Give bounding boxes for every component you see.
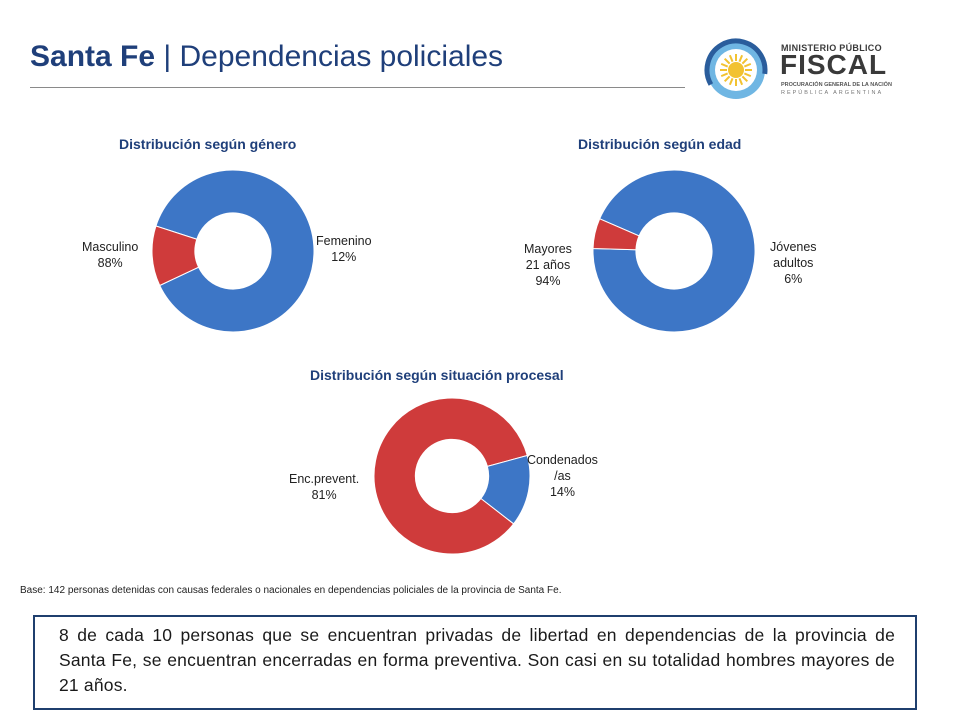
chart-edad [592, 169, 756, 333]
chart-genero-title: Distribución según género [119, 136, 297, 152]
base-note: Base: 142 personas detenidas con causas … [20, 585, 562, 596]
label-enc-prevent-pct: 81% [311, 488, 337, 502]
label-jovenes-pct: 6% [784, 272, 803, 286]
label-enc-prevent: Enc.prevent. 81% [289, 471, 359, 503]
donut-slice-mayores-21-a-os [592, 169, 756, 333]
label-jovenes-line1: Jóvenes [770, 240, 817, 254]
title-divider [30, 87, 685, 88]
label-masculino: Masculino 88% [82, 239, 138, 271]
label-femenino: Femenino 12% [316, 233, 372, 265]
logo-line-4: REPÚBLICA ARGENTINA [781, 90, 884, 96]
label-condenados: Condenados /as 14% [527, 452, 598, 500]
label-mayores-pct: 94% [535, 274, 561, 288]
logo-line-2: FISCAL [780, 49, 888, 80]
label-mayores-line2: 21 años [525, 258, 571, 272]
page-title: Santa Fe | Dependencias policiales [30, 40, 503, 74]
page-title-subject: | Dependencias policiales [155, 40, 504, 73]
label-masculino-name: Masculino [82, 240, 139, 254]
label-condenados-pct: 14% [549, 485, 575, 499]
chart-procesal-title: Distribución según situación procesal [310, 367, 564, 383]
donut-slice-masculino [155, 169, 315, 333]
summary-box: 8 de cada 10 personas que se encuentran … [33, 615, 917, 710]
label-femenino-pct: 12% [331, 250, 357, 264]
label-condenados-line2: /as [554, 469, 571, 483]
logo-line-3: PROCURACIÓN GENERAL DE LA NACIÓN [781, 82, 892, 88]
chart-genero [151, 169, 315, 333]
label-condenados-line1: Condenados [527, 453, 598, 467]
chart-procesal [373, 397, 531, 555]
label-jovenes-line2: adultos [773, 256, 814, 270]
page-title-location: Santa Fe [30, 40, 156, 73]
logo-line-1: MINISTERIO PÚBLICO [781, 43, 882, 53]
donut-slice-j-venes-adultos [592, 218, 640, 251]
ministerio-publico-fiscal-logo: MINISTERIO PÚBLICO FISCAL PROCURACIÓN GE… [703, 38, 893, 102]
sun-emblem-icon [704, 38, 768, 102]
donut-slice-condenados-as [480, 454, 531, 525]
label-masculino-pct: 88% [97, 256, 123, 270]
label-enc-prevent-name: Enc.prevent. [289, 472, 360, 486]
label-femenino-name: Femenino [316, 234, 372, 248]
label-mayores-line1: Mayores [524, 242, 572, 256]
chart-edad-title: Distribución según edad [578, 136, 742, 152]
donut-slice-enc-prevent [373, 397, 528, 555]
summary-text: 8 de cada 10 personas que se encuentran … [59, 625, 895, 695]
donut-slice-femenino [151, 225, 200, 287]
label-jovenes: Jóvenes adultos 6% [770, 239, 817, 287]
label-mayores: Mayores 21 años 94% [524, 241, 572, 289]
